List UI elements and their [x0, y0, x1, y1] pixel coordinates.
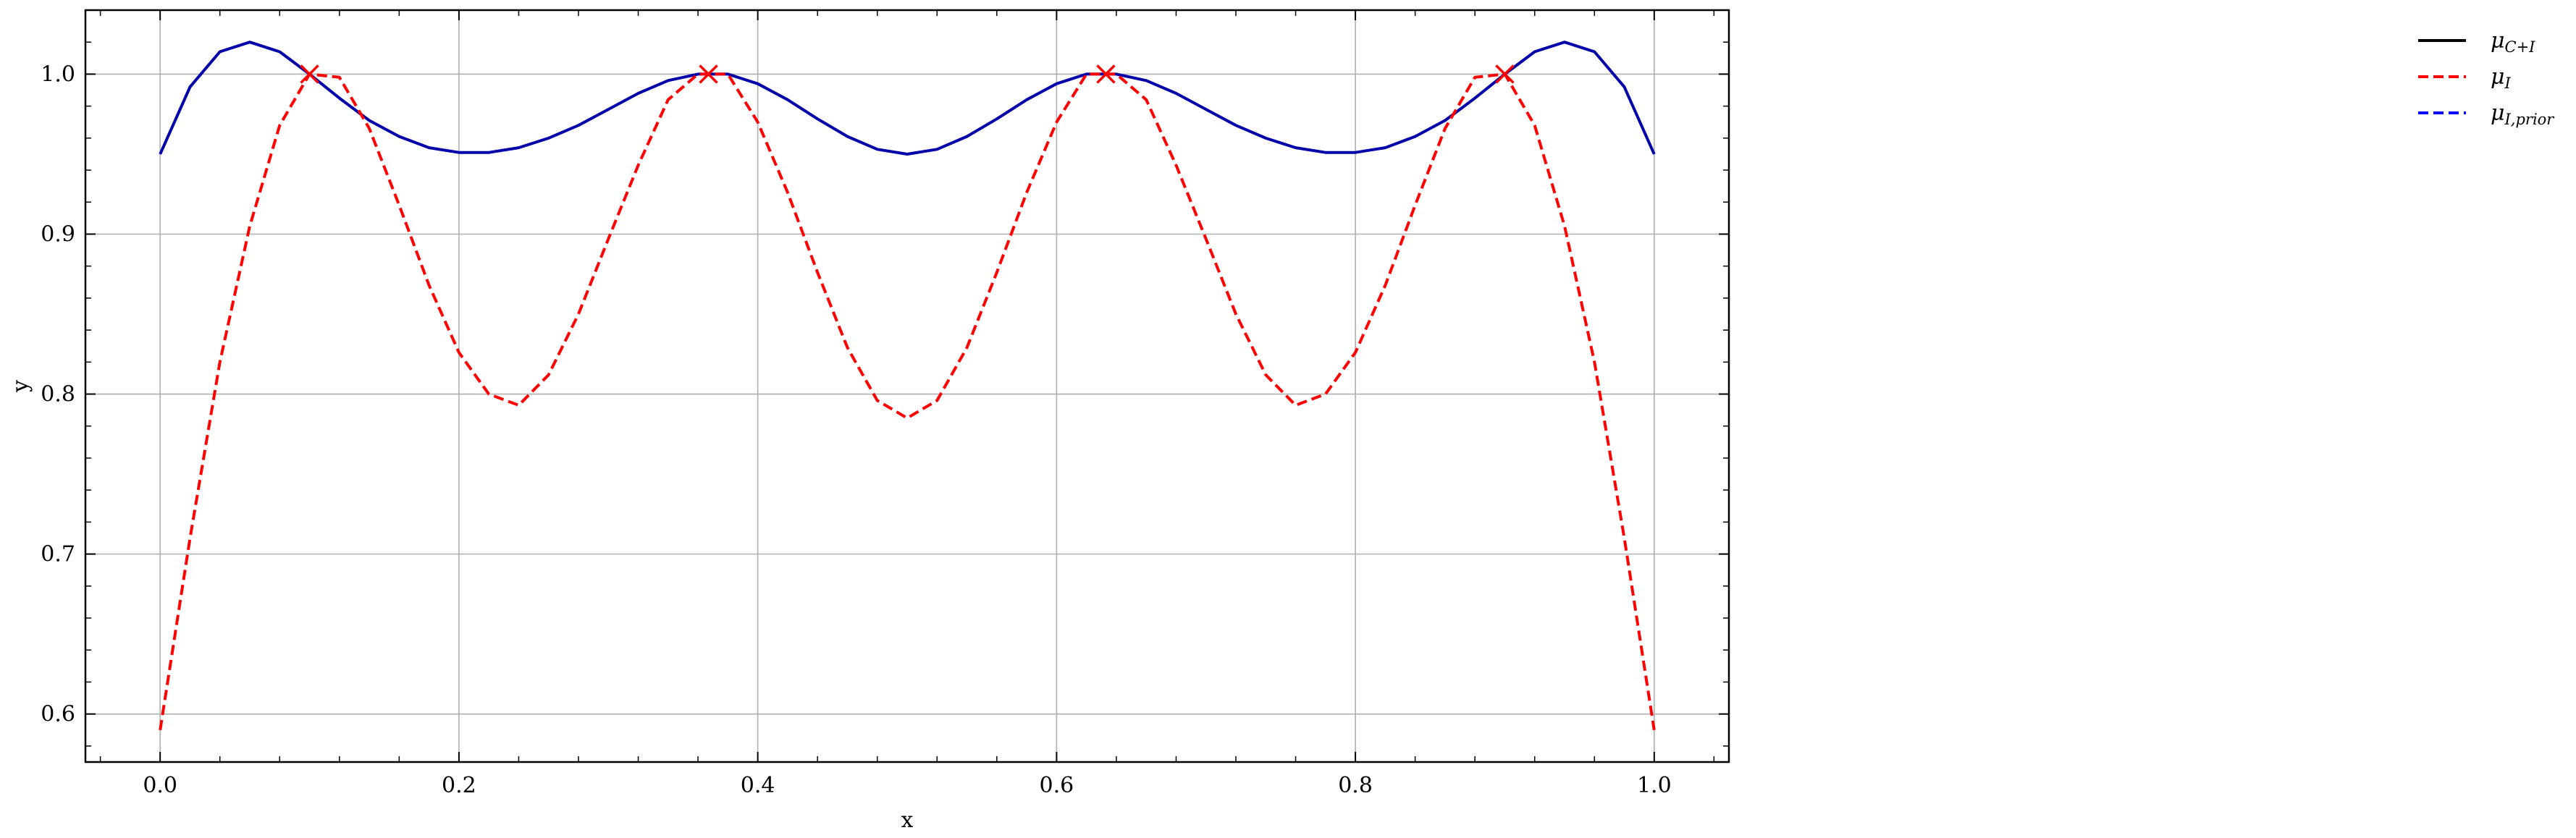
x-axis-label: x — [901, 808, 914, 833]
legend: μC+I μI μI,prior — [2418, 28, 2555, 128]
legend-label-mu_ci: μC+I — [2491, 28, 2535, 56]
series-line-mu_ci — [159, 41, 1656, 156]
x-marker-stroke — [699, 64, 718, 84]
x-tick-label: 0.6 — [1040, 773, 1074, 798]
marker-layer — [300, 64, 1515, 84]
x-tick-label: 0.4 — [741, 773, 775, 798]
x-marker — [300, 64, 319, 84]
grid-layer — [85, 10, 1729, 762]
y-tick-label: 0.6 — [41, 702, 75, 727]
y-tick-label: 0.8 — [41, 382, 75, 407]
legend-label-mu_i: μI — [2491, 64, 2512, 92]
x-marker — [1495, 64, 1515, 84]
x-marker — [1096, 64, 1116, 84]
x-marker-stroke — [300, 64, 319, 84]
series-line-mu_i — [159, 72, 1656, 731]
legend-entry-mu_i: μI — [2418, 64, 2512, 92]
y-tick-label: 1.0 — [41, 62, 75, 87]
series-layer — [159, 41, 1656, 731]
x-marker-stroke — [1495, 64, 1515, 84]
tick-layer: 0.0 0.2 0.4 0.6 0.8 1.0 0.6 0.7 0.8 0.9 1.0 — [41, 10, 1729, 798]
y-tick-label: 0.9 — [41, 221, 75, 247]
x-marker-stroke — [1096, 64, 1116, 84]
x-tick-label: 0.0 — [143, 773, 177, 798]
x-tick-label: 1.0 — [1637, 773, 1672, 798]
y-axis-label: y — [8, 380, 33, 393]
x-tick-label: 0.2 — [442, 773, 476, 798]
legend-entry-mu_ci: μC+I — [2418, 28, 2535, 56]
legend-entry-mu_i_prior: μI,prior — [2418, 101, 2555, 128]
y-tick-label: 0.7 — [41, 542, 75, 567]
plot-frame — [84, 9, 1730, 763]
legend-label-mu_i_prior: μI,prior — [2491, 101, 2555, 128]
x-tick-label: 0.8 — [1338, 773, 1373, 798]
x-marker — [699, 64, 718, 84]
